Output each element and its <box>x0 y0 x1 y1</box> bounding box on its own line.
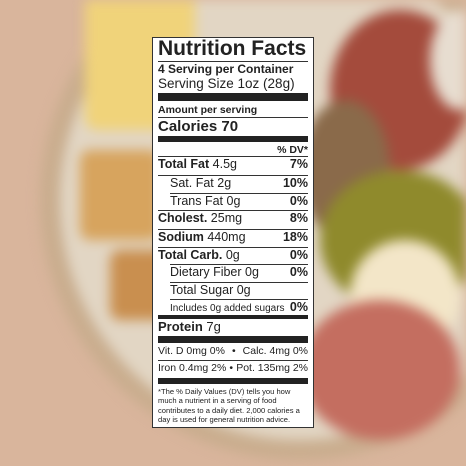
nutrient-name: Sat. Fat 2g <box>170 176 231 190</box>
calories-value: 70 <box>221 118 239 135</box>
divider <box>170 299 308 300</box>
nutrient-label: Trans Fat <box>170 194 224 208</box>
vitamin-row: Vit. D 0mg 0% • Calc. 4mg 0% <box>158 345 308 357</box>
nutrient-name: Total Carb. 0g <box>158 248 240 262</box>
nutrient-row: Total Carb. 0g 0% <box>158 248 308 265</box>
nutrient-row: Cholest. 25mg 8% <box>158 211 308 228</box>
nutrient-amount: 440mg <box>207 230 246 244</box>
nutrient-row: Total Fat 4.5g 7% <box>158 157 308 174</box>
vitamin: Iron 0.4mg 2% <box>158 362 227 374</box>
nutrient-amount: 0g <box>236 283 251 297</box>
nutrient-label: Total Sugar <box>170 283 234 297</box>
thick-divider <box>158 378 308 384</box>
divider <box>170 282 308 283</box>
vitamin-row: Iron 0.4mg 2% • Pot. 135mg 2% <box>158 362 308 374</box>
nutrient-amount: 4.5g <box>212 157 237 171</box>
nutrient-label: Cholest. <box>158 211 208 225</box>
nutrient-name: Includes 0g added sugars <box>170 303 285 314</box>
nutrient-label: Sat. Fat <box>170 176 214 190</box>
nutrient-row: Total Sugar 0g <box>158 283 308 300</box>
nutrient-label: Total Fat <box>158 157 210 171</box>
thick-divider <box>158 136 308 142</box>
nutrient-name: Sodium 440mg <box>158 230 246 244</box>
protein-row: Protein 7g <box>158 319 308 334</box>
nutrient-amount: 0g <box>245 265 259 279</box>
divider <box>158 247 308 248</box>
nutrient-row: Sat. Fat 2g 10% <box>158 176 308 193</box>
nutrient-dv: 0% <box>289 265 308 279</box>
nutrient-label: Total Carb. <box>158 248 223 262</box>
thick-divider <box>158 315 308 319</box>
nutrient-dv: 0% <box>289 248 308 262</box>
nutrition-label: Nutrition Facts 4 Serving per Container … <box>152 37 314 428</box>
divider <box>158 229 308 230</box>
vitamin: Calc. 4mg 0% <box>242 345 308 357</box>
thick-divider <box>158 336 308 343</box>
nutrient-name: Total Sugar 0g <box>170 283 251 297</box>
nutrient-dv: 0% <box>289 300 308 314</box>
divider <box>158 61 308 62</box>
serving-size: Serving Size 1oz (28g) <box>158 76 295 91</box>
nutrient-dv: 10% <box>282 176 308 190</box>
footnote: *The % Daily Values (DV) tells you how m… <box>158 387 300 425</box>
calories-label: Calories <box>158 118 218 135</box>
divider <box>158 360 308 361</box>
nutrient-amount: 2g <box>217 176 232 190</box>
nutrient-amount: 0g <box>225 248 240 262</box>
divider <box>158 117 308 118</box>
divider <box>158 210 308 211</box>
nutrient-label: Includes 0g added sugars <box>170 303 285 314</box>
nutrient-dv: 7% <box>289 157 308 171</box>
thick-divider <box>158 93 308 101</box>
servings: 4 Serving per Container <box>158 62 294 76</box>
calories-row: Calories 70 <box>158 118 308 135</box>
vitamin: Pot. 135mg 2% <box>236 362 308 374</box>
nutrient-name: Total Fat 4.5g <box>158 157 237 171</box>
title: Nutrition Facts <box>158 37 307 60</box>
nutrient-dv: 0% <box>289 194 308 208</box>
nutrient-amount: 25mg <box>210 211 243 225</box>
divider <box>170 193 308 194</box>
nutrient-dv: 8% <box>289 211 308 225</box>
nutrient-row: Trans Fat 0g 0% <box>158 194 308 211</box>
nutrient-name: Dietary Fiber 0g <box>170 265 259 279</box>
amount-per-serving: Amount per serving <box>158 104 258 116</box>
dv-header: % DV* <box>277 144 308 156</box>
nutrient-name: Cholest. 25mg <box>158 211 242 225</box>
nutrient-dv: 18% <box>282 230 308 244</box>
nutrient-name: Trans Fat 0g <box>170 194 240 208</box>
nutrient-amount: 0g <box>226 194 241 208</box>
nutrient-label: Dietary Fiber <box>170 265 242 279</box>
nutrient-row: Includes 0g added sugars 0% <box>158 300 308 317</box>
nutrient-row: Dietary Fiber 0g 0% <box>158 265 308 282</box>
nutrient-label: Sodium <box>158 230 204 244</box>
vitamin: Vit. D 0mg 0% <box>158 345 225 357</box>
divider <box>158 175 308 176</box>
divider <box>170 264 308 265</box>
protein-value: 7g <box>206 319 221 334</box>
nutrient-row: Sodium 440mg 18% <box>158 230 308 247</box>
protein-label: Protein <box>158 319 203 334</box>
divider <box>158 156 308 157</box>
